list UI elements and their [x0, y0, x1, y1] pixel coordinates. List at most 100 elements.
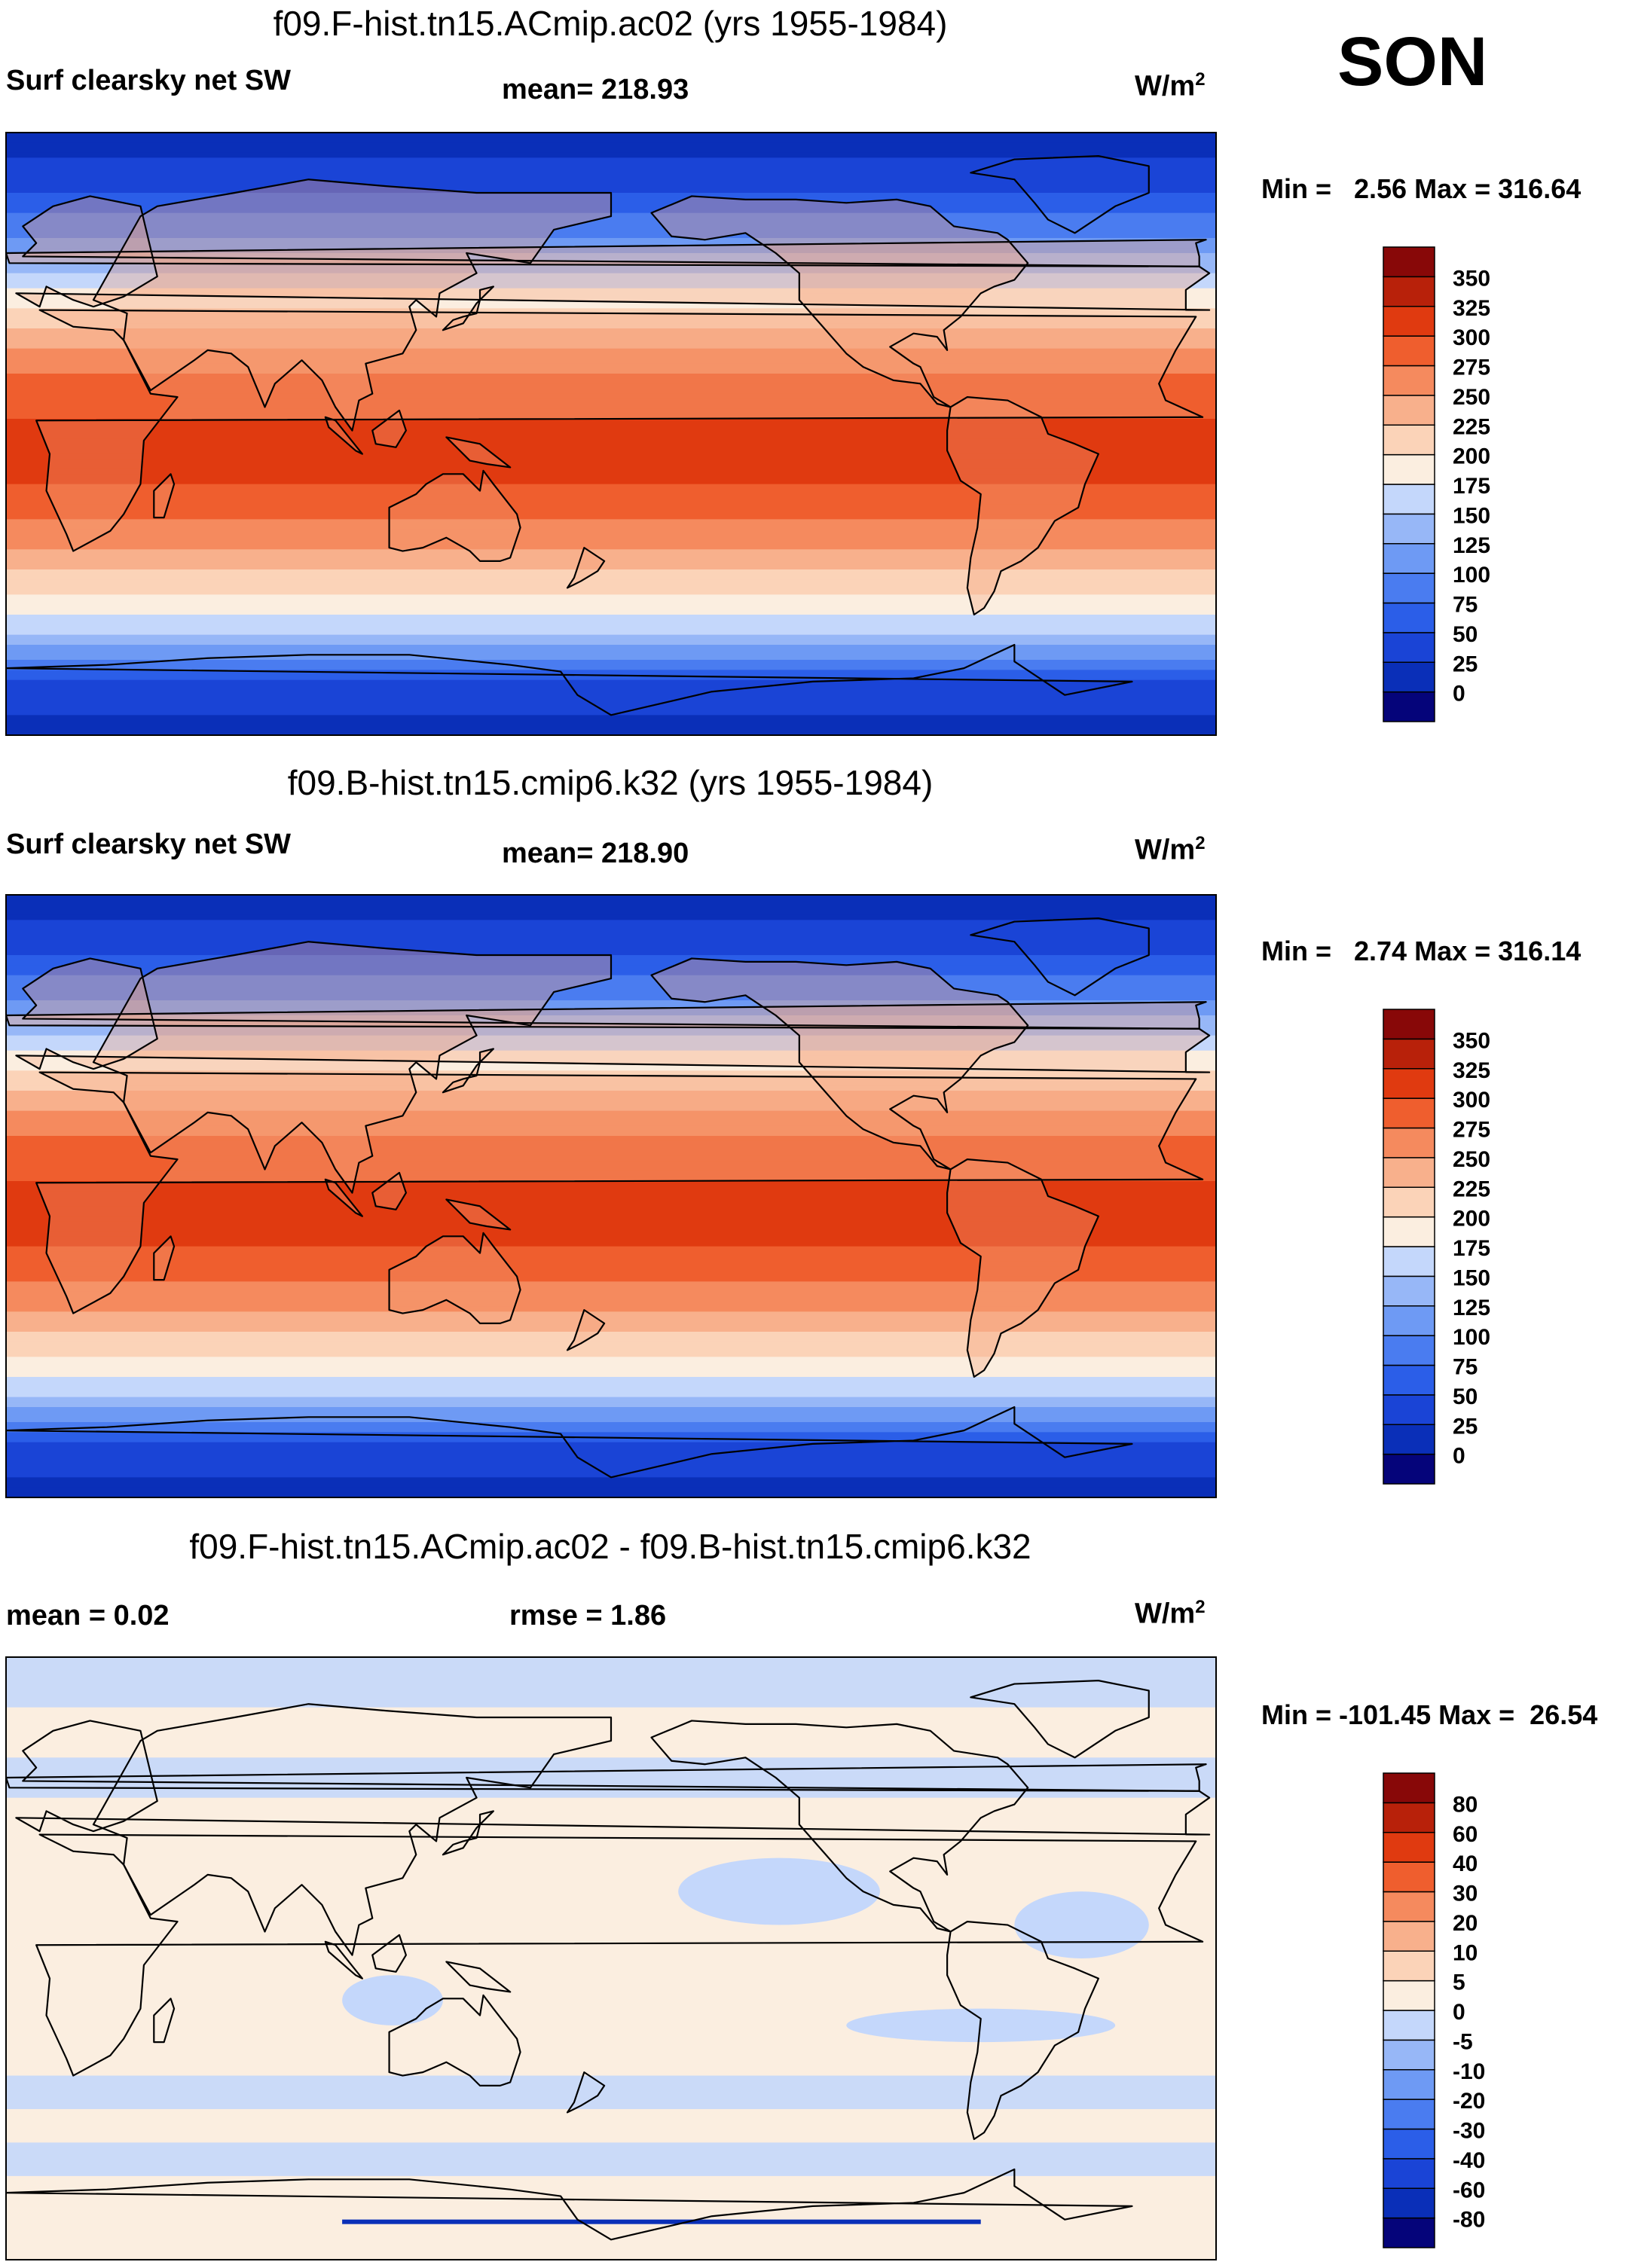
- colorbar-tick-label: 225: [1453, 1177, 1490, 1201]
- latitude-band: [6, 544, 1216, 550]
- coastline-new-guinea: [445, 1198, 512, 1231]
- latitude-band: [6, 549, 1216, 555]
- latitude-band: [6, 152, 1216, 158]
- coastline-uk: [6, 1001, 1207, 1030]
- colorbar-box: [1383, 602, 1435, 633]
- latitude-band: [6, 172, 1216, 179]
- coastline-antarctica: [6, 1406, 1133, 1479]
- latitude-band: [6, 383, 1216, 389]
- latitude-band: [6, 1271, 1216, 1277]
- colorbar-box: [1383, 2010, 1435, 2041]
- latitude-band: [6, 594, 1216, 600]
- latitude-band: [6, 1000, 1216, 1006]
- colorbar-box: [1383, 1364, 1435, 1396]
- coastline-south-america: [946, 1158, 1099, 1378]
- coastline-africa: [35, 309, 1204, 552]
- latitude-band: [6, 1110, 1216, 1116]
- latitude-band: [6, 148, 1216, 154]
- colorbar-box: [1383, 1068, 1435, 1099]
- latitude-band: [6, 1377, 1216, 1383]
- latitude-band: [6, 404, 1216, 410]
- panel-1-title: f09.F-hist.tn15.ACmip.ac02 (yrs 1955-198…: [273, 4, 948, 43]
- latitude-band: [6, 1291, 1216, 1297]
- colorbar: 0 25 50 75 100 125 150 175 200 225 250 275 300 325 350: [1383, 1009, 1490, 1485]
- coastline-antarctica: [6, 2168, 1133, 2241]
- coastline-new-guinea: [445, 1961, 512, 1993]
- colorbar-tick-label: 75: [1453, 593, 1478, 618]
- latitude-band: [6, 945, 1216, 951]
- latitude-band: [6, 1140, 1216, 1146]
- colorbar-tick-label: -30: [1453, 2119, 1485, 2144]
- latitude-band: [6, 660, 1216, 666]
- latitude-band: [6, 1442, 1216, 1448]
- colorbar-tick-label: 275: [1453, 1118, 1490, 1143]
- latitude-band: [6, 574, 1216, 580]
- colorbar-tick-label: 350: [1453, 266, 1490, 291]
- colorbar-box: [1383, 1424, 1435, 1455]
- land-shading: [16, 196, 1210, 310]
- latitude-band: [6, 1211, 1216, 1217]
- coastline-sumatra: [324, 1178, 363, 1217]
- coastline-greenland: [970, 917, 1150, 997]
- latitude-band: [6, 414, 1216, 420]
- latitude-band: [6, 1457, 1216, 1463]
- latitude-band: [6, 519, 1216, 525]
- land-shading: [93, 942, 611, 1193]
- colorbar-tick-label: 175: [1453, 1236, 1490, 1261]
- latitude-band: [6, 474, 1216, 480]
- latitude-band: [6, 188, 1216, 194]
- latitude-band: [6, 157, 1216, 163]
- latitude-band: [6, 1347, 1216, 1353]
- latitude-band: [6, 504, 1216, 510]
- latitude-band: [6, 1030, 1216, 1036]
- units-text: W/m: [1135, 834, 1196, 866]
- units-exponent: 2: [1195, 833, 1206, 853]
- latitude-band: [6, 720, 1216, 726]
- latitude-band: [6, 398, 1216, 404]
- latitude-band: [6, 619, 1216, 625]
- colorbar-tick-label: 125: [1453, 1296, 1490, 1320]
- map-panel-1: 0 25 50 75 100 125 150 175 200 225 250 275 300 325 350: [5, 132, 1490, 736]
- units-text: W/m: [1135, 1598, 1196, 1630]
- colorbar-box: [1383, 2128, 1435, 2160]
- coastline-north-america: [650, 957, 1029, 1171]
- colorbar-tick-label: 250: [1453, 385, 1490, 410]
- latitude-band: [6, 363, 1216, 369]
- latitude-band: [6, 554, 1216, 560]
- colorbar-tick-label: 200: [1453, 444, 1490, 469]
- latitude-band: [6, 895, 1216, 901]
- latitude-band: [6, 1136, 1216, 1142]
- panel-2-units: W/m2: [1135, 833, 1206, 867]
- latitude-band: [6, 524, 1216, 530]
- latitude-band: [6, 1045, 1216, 1052]
- latitude-band: [6, 1357, 1216, 1363]
- colorbar-box: [1383, 1216, 1435, 1247]
- panel-3-units: W/m2: [1135, 1597, 1206, 1631]
- latitude-band: [6, 133, 1216, 139]
- colorbar: 0 25 50 75 100 125 150 175 200 225 250 275 300 325 350: [1383, 246, 1490, 722]
- colorbar-tick-label: 350: [1453, 1028, 1490, 1053]
- coastline-uk: [6, 239, 1207, 267]
- colorbar-tick-label: 50: [1453, 1384, 1478, 1409]
- colorbar-box: [1383, 1832, 1435, 1863]
- colorbar-box: [1383, 246, 1435, 278]
- colorbar-box: [1383, 453, 1435, 485]
- latitude-band: [6, 393, 1216, 399]
- latitude-band: [6, 1151, 1216, 1157]
- latitude-band: [6, 585, 1216, 591]
- latitude-band: [6, 1432, 1216, 1438]
- colorbar-tick-label: 40: [1453, 1851, 1478, 1876]
- latitude-band: [6, 690, 1216, 696]
- latitude-band: [6, 218, 1216, 224]
- latitude-band: [6, 227, 1216, 234]
- latitude-band: [6, 1116, 1216, 1122]
- latitude-band: [6, 1407, 1216, 1413]
- colorbar-tick-label: 325: [1453, 1058, 1490, 1083]
- colorbar-tick-label: 25: [1453, 1414, 1478, 1439]
- colorbar-tick-label: 275: [1453, 356, 1490, 380]
- contour-field: [6, 133, 1216, 735]
- colorbar-tick-label: 5: [1453, 1970, 1465, 1995]
- latitude-band: [6, 679, 1216, 685]
- land-shading: [389, 470, 521, 561]
